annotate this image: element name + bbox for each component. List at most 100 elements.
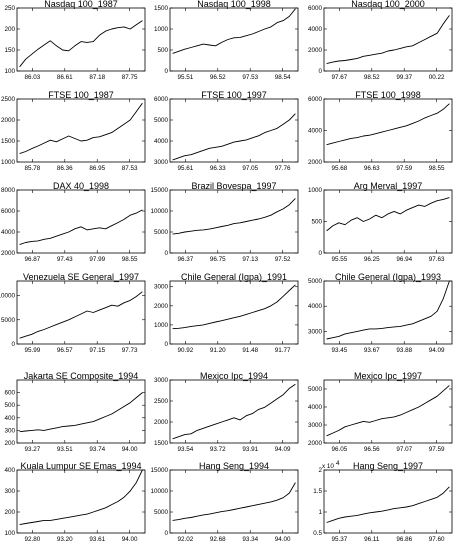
chart-panel: Venezuela SE General_1997 0 5000 10000 95.99… — [0, 272, 146, 354]
y-tick-label: 3000 — [308, 422, 323, 429]
x-tick-label: 97.43 — [57, 256, 73, 263]
y-tick-label: 500 — [157, 47, 168, 54]
y-tick-label: 10000 — [150, 488, 168, 495]
chart-panel: Nasdaq 100_1987 100 150 200 250 86.03 86.61 87.… — [4, 0, 146, 81]
y-tick-label: 5000 — [308, 386, 323, 393]
chart-panel: Nasdaq 100_1998 0 500 1000 1500 95.51 96.52 97.… — [154, 0, 299, 81]
chart-panel: Mexico Ipc_1994 1500 2000 2500 3000 93.54 93.7… — [154, 371, 299, 453]
y-tick-label: 4000 — [308, 404, 323, 411]
plot-frame — [323, 189, 453, 254]
price-series-line — [19, 209, 143, 246]
x-tick-label: 96.56 — [364, 446, 380, 453]
chart-panel: FTSE 100_1997 3000 4000 5000 6000 95.61 96.33 9… — [154, 90, 299, 172]
price-series-line — [326, 486, 450, 523]
x-tick-label: 87.75 — [122, 74, 138, 81]
y-tick-label: 2000 — [154, 303, 169, 310]
price-series-line — [19, 469, 143, 526]
x-tick-label: 86.61 — [57, 74, 73, 81]
y-tick-label: 1 — [318, 509, 322, 516]
x-tick-label: 96.86 — [396, 536, 412, 543]
x-tick-label: 96.11 — [364, 536, 380, 543]
plot-frame — [169, 7, 299, 72]
x-tick-label: 93.67 — [364, 347, 380, 354]
chart-panel: Nasdaq 100_2000 0 2000 4000 6000 97.67 98.52 99… — [308, 0, 453, 81]
y-tick-label: 0 — [164, 250, 168, 257]
x-tick-label: 93.88 — [396, 347, 412, 354]
y-tick-label: 500 — [311, 219, 322, 226]
y-tick-label: 10000 — [150, 208, 168, 215]
x-tick-label: 97.15 — [89, 347, 105, 354]
y-tick-label: 2 — [318, 467, 322, 474]
y-tick-label: 5000 — [154, 509, 169, 516]
x-tick-label: 96.75 — [210, 256, 226, 263]
x-tick-label: 94.09 — [275, 446, 291, 453]
y-tick-label: 100 — [4, 68, 15, 75]
price-series-line — [172, 113, 296, 161]
x-tick-label: 96.94 — [396, 256, 412, 263]
chart-title: Jakarta SE Composite_1994 — [24, 371, 139, 381]
x-tick-label: 97.76 — [275, 165, 291, 172]
chart-title: Kuala Lumpur SE Emas_1994 — [20, 461, 141, 471]
x-tick-label: 98.55 — [429, 165, 445, 172]
x-tick-label: 87.53 — [122, 165, 138, 172]
y-tick-label: 3000 — [154, 284, 169, 291]
plot-frame — [169, 379, 299, 444]
chart-title: Nasdaq 100_1998 — [197, 0, 271, 9]
y-tick-label: 0 — [318, 250, 322, 257]
x-tick-label: 94.09 — [429, 347, 445, 354]
x-tick-label: 96.37 — [177, 256, 193, 263]
chart-panel: Chile General (Igpa)_1991 0 1000 2000 3000 90… — [154, 272, 299, 354]
y-tick-label: 1.5 — [313, 488, 322, 495]
x-tick-label: 91.77 — [275, 347, 291, 354]
y-tick-label: 1500 — [154, 440, 169, 447]
plot-frame — [323, 379, 453, 444]
x-tick-label: 97.59 — [429, 446, 445, 453]
y-tick-label: 500 — [4, 402, 15, 409]
y-tick-label: 5000 — [308, 278, 323, 285]
x-tick-label: 93.51 — [57, 446, 73, 453]
plot-frame — [16, 98, 146, 163]
x-tick-label: 00.22 — [429, 74, 445, 81]
x-tick-label: 97.67 — [331, 74, 347, 81]
y-tick-label: 2000 — [308, 440, 323, 447]
price-series-line — [172, 284, 296, 330]
price-series-line — [172, 198, 296, 235]
x-tick-label: 96.33 — [210, 165, 226, 172]
x-tick-label: 95.51 — [177, 74, 193, 81]
x-tick-label: 93.27 — [24, 446, 40, 453]
x-tick-label: 93.20 — [57, 536, 73, 543]
y-tick-label: 5000 — [154, 117, 169, 124]
x-tick-label: 87.18 — [89, 74, 105, 81]
chart-title: DAX 40_1998 — [53, 181, 109, 191]
y-tick-label: 6000 — [308, 5, 323, 12]
y-tick-label: 2500 — [1, 96, 16, 103]
x-tick-label: 91.48 — [242, 347, 258, 354]
x-tick-label: 93.45 — [331, 347, 347, 354]
plot-frame — [323, 469, 453, 534]
x-tick-label: 98.55 — [122, 256, 138, 263]
y-tick-label: 6000 — [154, 96, 169, 103]
y-tick-label: 0 — [164, 68, 168, 75]
plot-frame — [16, 280, 146, 345]
x-tick-label: 94.00 — [275, 536, 291, 543]
x-tick-label: 86.36 — [57, 165, 73, 172]
y-tick-label: 15000 — [150, 467, 168, 474]
x-tick-label: 97.53 — [242, 74, 258, 81]
y-tick-label: 5000 — [1, 317, 16, 324]
y-tick-label: 4000 — [154, 138, 169, 145]
x-tick-label: 97.59 — [396, 165, 412, 172]
x-tick-label: 93.61 — [89, 536, 105, 543]
x-tick-label: 85.78 — [24, 165, 40, 172]
chart-title: FTSE 100_1998 — [355, 90, 421, 100]
y-tick-label: 400 — [4, 467, 15, 474]
chart-title: Venezuela SE General_1997 — [23, 272, 139, 282]
price-series-line — [326, 103, 450, 146]
x-tick-label: 97.07 — [396, 446, 412, 453]
y-tick-label: 1500 — [154, 5, 169, 12]
y-tick-label: 0 — [164, 530, 168, 537]
y-tick-label: 1500 — [1, 138, 16, 145]
y-tick-label: 200 — [4, 26, 15, 33]
price-series-line — [19, 291, 143, 339]
y-tick-label: 0 — [164, 341, 168, 348]
